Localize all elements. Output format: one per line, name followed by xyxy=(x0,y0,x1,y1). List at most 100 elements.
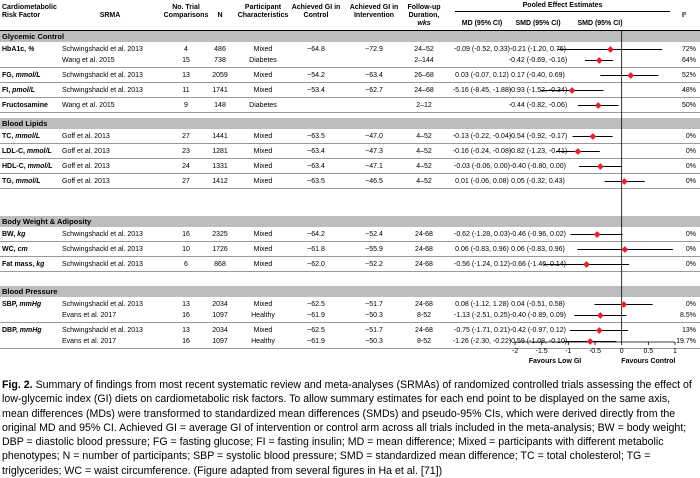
risk-factor-label: FI, pmol/L xyxy=(2,85,35,96)
risk-factor-name: TG, xyxy=(2,178,14,185)
followup-cell: 24-68 xyxy=(415,261,433,268)
participant-cell: Diabetes xyxy=(249,57,277,64)
effect-estimate-marker xyxy=(596,163,604,170)
trials-cell: 27 xyxy=(182,178,190,185)
row-divider xyxy=(0,82,700,83)
header-trials: No. Trial Comparisons xyxy=(163,4,209,19)
i2-cell: 0% xyxy=(685,148,696,155)
risk-factor-unit: % xyxy=(28,46,35,53)
row-divider xyxy=(0,241,700,242)
srma-cell: Schwingshackl et al. 2013 xyxy=(62,246,143,253)
smd-cell: -0.59 (-1.08, -0.10) xyxy=(508,338,568,345)
gi-control-cell: ~63.4 xyxy=(307,163,325,170)
table-row: HDL-C, mmol/L Goff et al. 2013 24 1331 Mixed… xyxy=(0,161,700,172)
gi-control-cell: ~61.9 xyxy=(307,312,325,319)
n-cell: 1741 xyxy=(212,87,228,94)
i2-cell: 19.7% xyxy=(676,338,696,345)
risk-factor-unit: mmHg xyxy=(19,327,42,334)
i2-cell: 0% xyxy=(685,231,696,238)
gi-intervention-cell: ~47.0 xyxy=(365,133,383,140)
risk-factor-unit: mmol/L xyxy=(15,72,41,79)
gi-intervention-cell: ~63.4 xyxy=(365,72,383,79)
table-row: WC, cm Schwingshackl et al. 2013 10 1726 Mix… xyxy=(0,244,700,255)
risk-factor-name: SBP, xyxy=(2,301,18,308)
x-tick-label: -1 xyxy=(565,348,571,355)
gi-control-cell: ~61.9 xyxy=(307,338,325,345)
risk-factor-label: LDL-C, mmol/L xyxy=(2,146,52,157)
gi-control-cell: ~63.5 xyxy=(307,133,325,140)
srma-cell: Wang et al. 2015 xyxy=(62,102,115,109)
figure-caption: Fig. 2. Summary of findings from most re… xyxy=(2,378,696,478)
header-smd-plot: SMD (95% CI) xyxy=(577,20,623,27)
effect-estimate-marker xyxy=(594,102,602,109)
smd-cell: -0.42 (-0.97, 0.12) xyxy=(509,327,567,334)
header-gi-control: Achieved GI in Control xyxy=(291,4,341,19)
followup-cell: 4–52 xyxy=(416,178,432,185)
header-followup-unit: wks xyxy=(417,20,431,27)
trials-cell: 4 xyxy=(184,46,188,53)
favours-low-gi-label: Favours Low GI xyxy=(529,358,582,365)
srma-cell: Goff et al. 2013 xyxy=(62,163,110,170)
section-header: Blood Lipids xyxy=(0,118,700,129)
participant-cell: Mixed xyxy=(253,133,273,140)
table-row: TC, mmol/L Goff et al. 2013 27 1441 Mixed ~63… xyxy=(0,131,700,142)
participant-cell: Mixed xyxy=(253,261,273,268)
section-title: Glycemic Control xyxy=(2,32,65,41)
followup-cell: 2–144 xyxy=(414,57,434,64)
risk-factor-label: Fructosamine xyxy=(2,100,48,111)
effect-estimate-marker xyxy=(583,261,590,268)
trials-cell: 15 xyxy=(182,57,190,64)
followup-cell: 8-52 xyxy=(416,312,431,319)
header-smd: SMD (95% CI) xyxy=(515,20,561,27)
trials-cell: 16 xyxy=(182,231,190,238)
gi-intervention-cell: ~47.3 xyxy=(365,148,383,155)
effect-estimate-marker xyxy=(586,338,594,345)
followup-cell: 4–52 xyxy=(416,133,432,140)
n-cell: 738 xyxy=(214,57,226,64)
participant-cell: Mixed xyxy=(253,231,273,238)
effect-estimate-marker xyxy=(593,231,601,238)
n-cell: 2325 xyxy=(212,231,228,238)
risk-factor-name: DBP, xyxy=(2,327,18,334)
followup-cell: 26–68 xyxy=(414,72,434,79)
srma-cell: Schwingshackl et al. 2013 xyxy=(62,261,143,268)
row-divider xyxy=(0,348,700,349)
srma-cell: Schwingshackl et al. 2013 xyxy=(62,327,143,334)
md-cell: -1.26 (-2.30, -0.22) xyxy=(452,338,512,345)
md-cell: -0.16 (-0.24, -0.08) xyxy=(452,148,512,155)
header-n: N xyxy=(217,12,223,19)
row-divider xyxy=(0,173,700,174)
section-header: Body Weight & Adiposity xyxy=(0,216,700,227)
participant-cell: Mixed xyxy=(253,163,273,170)
gi-control-cell: ~63.4 xyxy=(307,148,325,155)
n-cell: 148 xyxy=(214,102,226,109)
caption-text: Summary of findings from most recent sys… xyxy=(2,379,692,477)
participant-cell: Diabetes xyxy=(249,102,277,109)
risk-factor-name: WC, xyxy=(2,246,16,253)
smd-cell: -0.44 (-0.82, -0.06) xyxy=(508,102,568,109)
table-row: Fructosamine Wang et al. 2015 9 148 Diabete… xyxy=(0,100,700,111)
trials-cell: 23 xyxy=(182,148,190,155)
srma-cell: Schwingshackl et al. 2013 xyxy=(62,231,143,238)
srma-cell: Evans et al. 2017 xyxy=(62,312,117,319)
effect-estimate-marker xyxy=(620,178,628,185)
srma-cell: Schwingshackl et al. 2013 xyxy=(62,87,143,94)
x-tick-label: 1 xyxy=(673,348,677,355)
risk-factor-name: LDL-C, xyxy=(2,148,25,155)
i2-cell: 48% xyxy=(681,87,696,94)
table-row: TG, mmol/L Goff et al. 2013 27 1412 Mixed ~63… xyxy=(0,176,700,187)
md-cell: -0.56 (-1.24, 0.12) xyxy=(453,261,511,268)
risk-factor-label: HbA1c, % xyxy=(2,44,34,55)
section-header: Glycemic Control xyxy=(0,31,700,42)
smd-cell: -0.82 (-1.23, -0.41) xyxy=(508,148,568,155)
risk-factor-label: HDL-C, mmol/L xyxy=(2,161,53,172)
risk-factor-unit: mmol/L xyxy=(15,178,41,185)
participant-cell: Mixed xyxy=(253,148,273,155)
effect-estimate-marker xyxy=(574,148,582,155)
risk-factor-unit: mmHg xyxy=(19,301,42,308)
smd-cell: -0.46 (-0.96, 0.02) xyxy=(509,231,567,238)
srma-cell: Goff et al. 2013 xyxy=(62,178,110,185)
table-row: BW, kg Schwingshackl et al. 2013 16 2325 Mix… xyxy=(0,229,700,240)
section-header: Blood Pressure xyxy=(0,286,700,297)
followup-cell: 24-68 xyxy=(415,246,433,253)
